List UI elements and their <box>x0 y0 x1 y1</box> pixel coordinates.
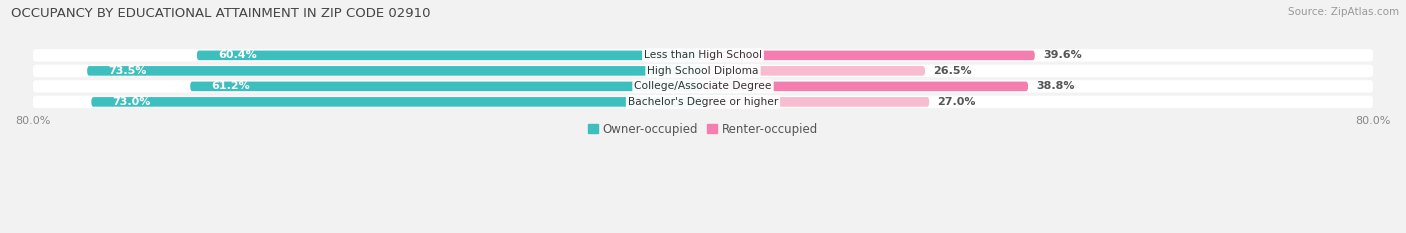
FancyBboxPatch shape <box>703 51 1035 60</box>
Text: Less than High School: Less than High School <box>644 50 762 60</box>
Text: 61.2%: 61.2% <box>211 81 250 91</box>
FancyBboxPatch shape <box>703 66 925 76</box>
FancyBboxPatch shape <box>32 65 1374 77</box>
Text: Source: ZipAtlas.com: Source: ZipAtlas.com <box>1288 7 1399 17</box>
Text: 73.5%: 73.5% <box>108 66 146 76</box>
FancyBboxPatch shape <box>197 51 703 60</box>
Text: 26.5%: 26.5% <box>934 66 972 76</box>
Text: OCCUPANCY BY EDUCATIONAL ATTAINMENT IN ZIP CODE 02910: OCCUPANCY BY EDUCATIONAL ATTAINMENT IN Z… <box>11 7 430 20</box>
Text: High School Diploma: High School Diploma <box>647 66 759 76</box>
FancyBboxPatch shape <box>32 96 1374 108</box>
FancyBboxPatch shape <box>703 97 929 107</box>
Text: 73.0%: 73.0% <box>112 97 150 107</box>
FancyBboxPatch shape <box>91 97 703 107</box>
Legend: Owner-occupied, Renter-occupied: Owner-occupied, Renter-occupied <box>583 118 823 141</box>
Text: Bachelor's Degree or higher: Bachelor's Degree or higher <box>628 97 778 107</box>
FancyBboxPatch shape <box>32 80 1374 93</box>
FancyBboxPatch shape <box>703 82 1028 91</box>
Text: College/Associate Degree: College/Associate Degree <box>634 81 772 91</box>
FancyBboxPatch shape <box>87 66 703 76</box>
FancyBboxPatch shape <box>190 82 703 91</box>
Text: 60.4%: 60.4% <box>218 50 257 60</box>
Text: 39.6%: 39.6% <box>1043 50 1083 60</box>
Text: 27.0%: 27.0% <box>938 97 976 107</box>
Text: 38.8%: 38.8% <box>1036 81 1076 91</box>
FancyBboxPatch shape <box>32 49 1374 62</box>
